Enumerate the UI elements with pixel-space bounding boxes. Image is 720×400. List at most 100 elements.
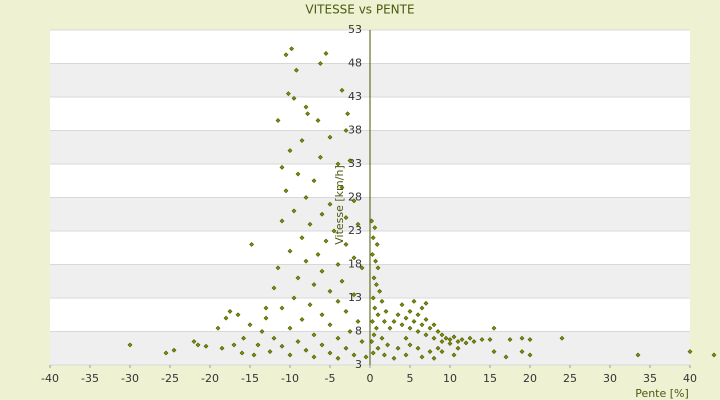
point [455,345,461,351]
y-tick-label: 3 [355,358,362,371]
chart-title: VITESSE vs PENTE [305,3,414,17]
point [279,164,285,170]
point [379,298,385,304]
point [343,241,349,247]
point [439,339,445,344]
point [215,325,221,331]
point [427,349,433,355]
point [373,282,379,288]
y-tick-label: 18 [348,258,362,271]
point [391,355,397,361]
y-tick-label: 48 [348,57,362,70]
point [363,354,369,360]
x-tick-label: -20 [201,372,219,385]
point [163,350,169,356]
point [327,288,333,294]
point [303,258,309,264]
point [305,111,311,117]
point [355,221,361,227]
point [335,262,341,267]
point [271,335,277,341]
point [171,347,177,353]
point [351,292,357,298]
y-tick-label: 43 [348,90,362,103]
point [372,225,378,231]
x-tick-label: -10 [281,372,299,385]
point [263,305,269,311]
point [303,104,309,110]
point [323,238,329,244]
point [339,185,345,190]
point [387,325,393,331]
point [335,298,341,304]
x-tick-label: 5 [407,372,414,385]
point [287,248,293,254]
point [343,128,349,133]
point [423,332,429,338]
point [335,161,341,167]
point [371,275,377,281]
point [263,315,269,321]
point [467,335,473,341]
point [519,349,525,355]
point [381,352,387,358]
point [351,255,357,261]
point [331,228,337,234]
point [241,335,247,341]
x-tick-label: -15 [241,372,259,385]
point [435,329,441,334]
point [323,51,329,56]
point [127,342,133,348]
point [427,325,433,331]
point [343,345,349,351]
point [435,345,441,351]
x-tick-label: -25 [161,372,179,385]
x-tick-label: 40 [683,372,697,385]
point [527,337,533,342]
point [491,349,497,355]
point [335,335,341,341]
point [383,308,389,314]
x-tick-label: 0 [367,372,374,385]
point [327,322,333,328]
point [307,302,313,308]
x-tick-label: 20 [523,372,537,385]
point [431,335,437,341]
point [223,315,229,321]
point [415,345,421,351]
point [375,345,381,351]
x-tick-label: -35 [81,372,99,385]
point [343,308,349,314]
point [491,325,497,331]
point [395,312,401,318]
point [287,148,293,154]
point [319,312,325,318]
point [291,208,297,214]
point [285,91,291,97]
point [373,258,379,264]
y-tick-label: 28 [348,191,362,204]
point [359,339,365,344]
point [299,138,305,143]
point [291,95,297,101]
point [311,178,317,184]
point [291,295,297,301]
point [279,218,285,224]
point [219,345,225,351]
point [307,221,313,227]
point [327,201,333,207]
point [479,337,485,342]
point [315,118,321,123]
point [369,252,375,257]
point [439,349,445,355]
point [439,332,445,338]
point [299,317,305,322]
point [271,285,277,291]
point [385,342,391,348]
point [375,312,381,318]
point [431,355,437,361]
point [559,335,565,341]
point [289,46,295,52]
point [507,337,513,342]
